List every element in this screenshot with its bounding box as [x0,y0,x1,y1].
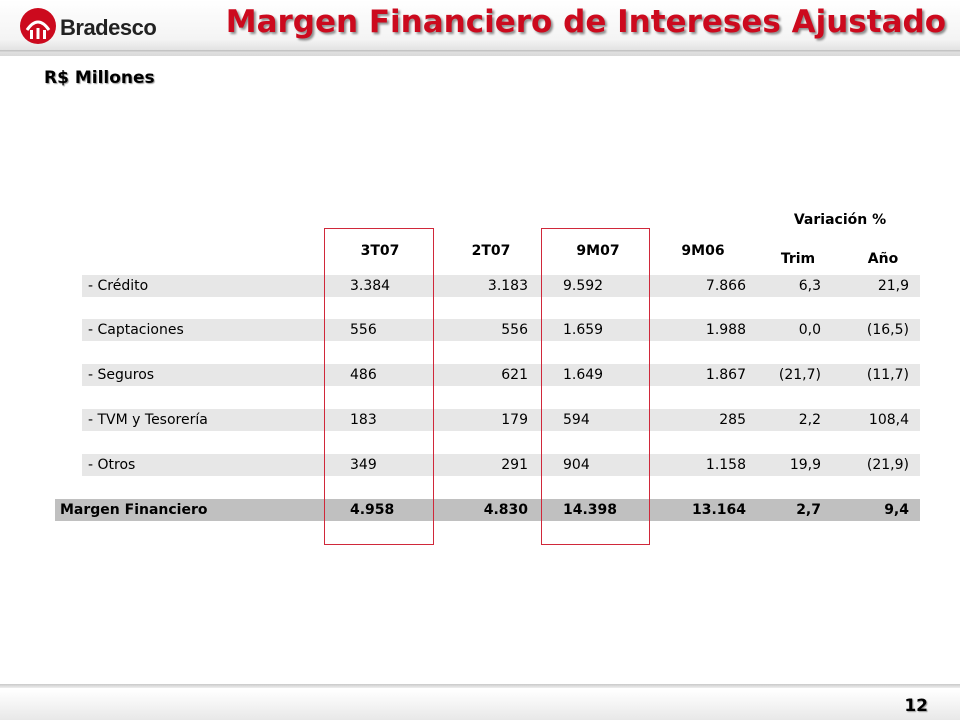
row-1-cell-5: (16,5) [866,322,909,338]
row-0-cell-5: 21,9 [877,278,909,294]
footer-divider [0,684,960,688]
row-3-cell-5: 108,4 [868,412,909,428]
column-header-3t07: 3T07 [360,243,400,259]
row-0-cell-1: 3.183 [487,278,528,294]
column-header-9m06: 9M06 [681,243,725,259]
row-0-cell-4: 6,3 [798,278,821,294]
row-1-cell-1: 556 [501,322,528,338]
row-label: - Crédito [88,278,149,294]
row-4-cell-4: 19,9 [789,457,821,473]
bradesco-logo: Bradesco [18,6,178,46]
table-row [82,409,920,431]
row-0-cell-0: 3.384 [350,278,391,294]
row-label: - TVM y Tesorería [88,412,208,428]
total-cell-5: 9,4 [884,502,909,518]
row-3-cell-4: 2,2 [798,412,821,428]
header-band [0,0,960,56]
table-row [82,275,920,297]
highlight-9m07-column [541,228,650,545]
row-1-cell-4: 0,0 [798,322,821,338]
table-row [82,364,920,386]
variation-header: Variación % [793,212,887,228]
row-4-cell-3: 1.158 [705,457,746,473]
row-2-cell-3: 1.867 [705,367,746,383]
total-row-label: Margen Financiero [60,502,208,518]
row-4-cell-0: 349 [350,457,377,473]
row-label: - Otros [88,457,136,473]
row-3-cell-2: 594 [563,412,590,428]
row-4-cell-1: 291 [501,457,528,473]
row-0-cell-2: 9.592 [563,278,604,294]
row-2-cell-1: 621 [501,367,528,383]
table-row [82,454,920,476]
page-title: Margen Financiero de Intereses Ajustado [225,4,946,40]
total-row [55,499,920,521]
row-label: - Captaciones [88,322,184,338]
row-label: - Seguros [88,367,155,383]
row-4-cell-2: 904 [563,457,590,473]
row-4-cell-5: (21,9) [866,457,909,473]
row-3-cell-1: 179 [501,412,528,428]
total-cell-2: 14.398 [563,502,618,518]
row-1-cell-0: 556 [350,322,377,338]
row-2-cell-4: (21,7) [778,367,821,383]
variation-subheader-1: Año [867,251,899,267]
page-number: 12 [904,696,928,716]
variation-subheader-0: Trim [780,251,816,267]
row-3-cell-0: 183 [350,412,377,428]
row-1-cell-2: 1.659 [563,322,604,338]
row-3-cell-3: 285 [719,412,746,428]
total-cell-1: 4.830 [483,502,528,518]
row-2-cell-5: (11,7) [866,367,909,383]
page-subtitle: R$ Millones [44,68,155,88]
footer-band [0,690,960,720]
column-header-2t07: 2T07 [471,243,511,259]
header-divider [0,50,960,53]
total-cell-0: 4.958 [350,502,395,518]
table-row [82,319,920,341]
logo-text: Bradesco [60,15,157,40]
row-2-cell-2: 1.649 [563,367,604,383]
bradesco-logo-icon [20,8,56,44]
highlight-3t07-column [324,228,434,545]
total-cell-3: 13.164 [691,502,746,518]
row-0-cell-3: 7.866 [705,278,746,294]
column-header-9m07: 9M07 [576,243,620,259]
total-cell-4: 2,7 [796,502,821,518]
row-2-cell-0: 486 [350,367,377,383]
row-1-cell-3: 1.988 [705,322,746,338]
